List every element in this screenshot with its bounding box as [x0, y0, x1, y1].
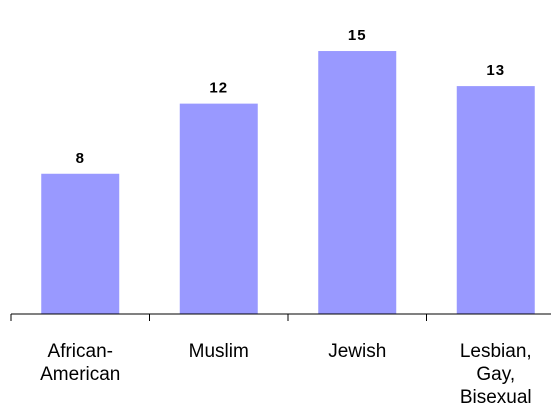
bar [41, 173, 120, 314]
category-label-line: African- [48, 341, 113, 362]
bars-group [41, 51, 535, 315]
category-labels-group: African-American Muslim Jewish Lesbian, Gay,… [40, 341, 532, 408]
value-labels-group: 8 12 15 13 [76, 27, 505, 167]
bar-value-label: 12 [209, 80, 228, 97]
x-axis-ticks [10, 314, 427, 321]
category-label-line: Bisexual [460, 387, 532, 408]
bar-value-label: 15 [348, 27, 367, 44]
bar [179, 103, 258, 314]
bar-value-label: 13 [486, 62, 505, 79]
category-label-line: Lesbian, [460, 341, 532, 362]
category-label: Lesbian, Gay, Bisexual [460, 341, 532, 408]
bar-value-label: 8 [76, 150, 85, 167]
bar [318, 51, 397, 314]
category-label: Muslim [189, 341, 249, 362]
category-label-line: American [40, 364, 120, 385]
category-label-line: Gay, [476, 364, 515, 385]
category-label-line: Jewish [328, 341, 386, 362]
category-label: African-American [40, 341, 120, 385]
bar [456, 86, 535, 315]
category-label: Jewish [328, 341, 386, 362]
category-label-line: Muslim [189, 341, 249, 362]
